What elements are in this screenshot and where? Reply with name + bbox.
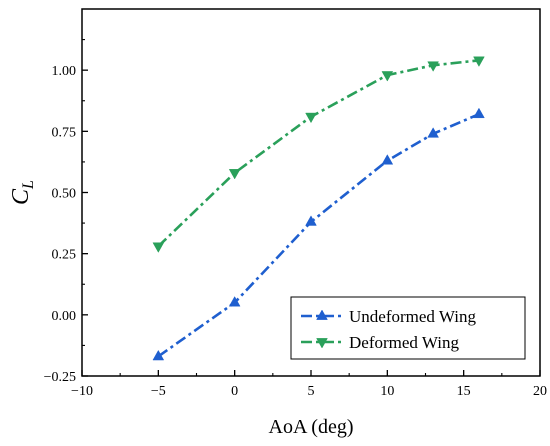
x-tick-label: 10: [380, 384, 394, 399]
data-point: [427, 61, 439, 72]
y-tick-label: 1.00: [52, 64, 77, 79]
y-tick-label: 0.25: [52, 248, 77, 263]
series-layer: [152, 56, 485, 361]
series-line: [157, 59, 480, 248]
data-point: [152, 242, 165, 253]
legend-marker: [316, 309, 328, 320]
data-point: [228, 296, 241, 307]
series-2: [152, 56, 485, 253]
x-tick-label: 5: [308, 384, 315, 399]
x-tick-label: −10: [71, 384, 93, 399]
y-axis-title-subscript: L: [20, 180, 37, 190]
y-tick-label: 0.00: [52, 309, 77, 324]
legend-box: [290, 296, 526, 360]
series-1: [152, 107, 485, 361]
legend-items: Undeformed Wing Deformed Wing: [301, 307, 476, 352]
y-tick-label: −0.25: [44, 370, 76, 385]
y-tick-label: 0.75: [52, 125, 77, 140]
data-point: [381, 154, 394, 165]
ticks-layer: −10 −5 0 5 10 15 20 −0.25 0.00 0.25 0.50 0.75 1.00: [44, 39, 547, 399]
y-axis-title-main: C: [8, 188, 34, 205]
data-point: [305, 112, 317, 124]
data-point: [427, 127, 439, 138]
y-tick-label: 0.50: [52, 187, 77, 202]
data-point: [228, 169, 241, 180]
x-axis-title: AoA (deg): [269, 416, 354, 438]
legend: Undeformed Wing Deformed Wing: [290, 296, 526, 360]
legend-marker: [316, 338, 328, 349]
data-point: [381, 71, 394, 82]
data-point: [152, 349, 165, 361]
x-tick-label: 20: [533, 384, 547, 399]
data-point: [305, 215, 317, 226]
legend-label: Deformed Wing: [349, 333, 459, 352]
data-point: [473, 107, 485, 119]
x-tick-label: 0: [231, 384, 238, 399]
data-point: [473, 56, 485, 67]
legend-label: Undeformed Wing: [349, 307, 476, 326]
x-tick-label: −5: [151, 384, 166, 399]
y-axis-title: CL: [8, 180, 37, 205]
x-tick-label: 15: [457, 384, 471, 399]
